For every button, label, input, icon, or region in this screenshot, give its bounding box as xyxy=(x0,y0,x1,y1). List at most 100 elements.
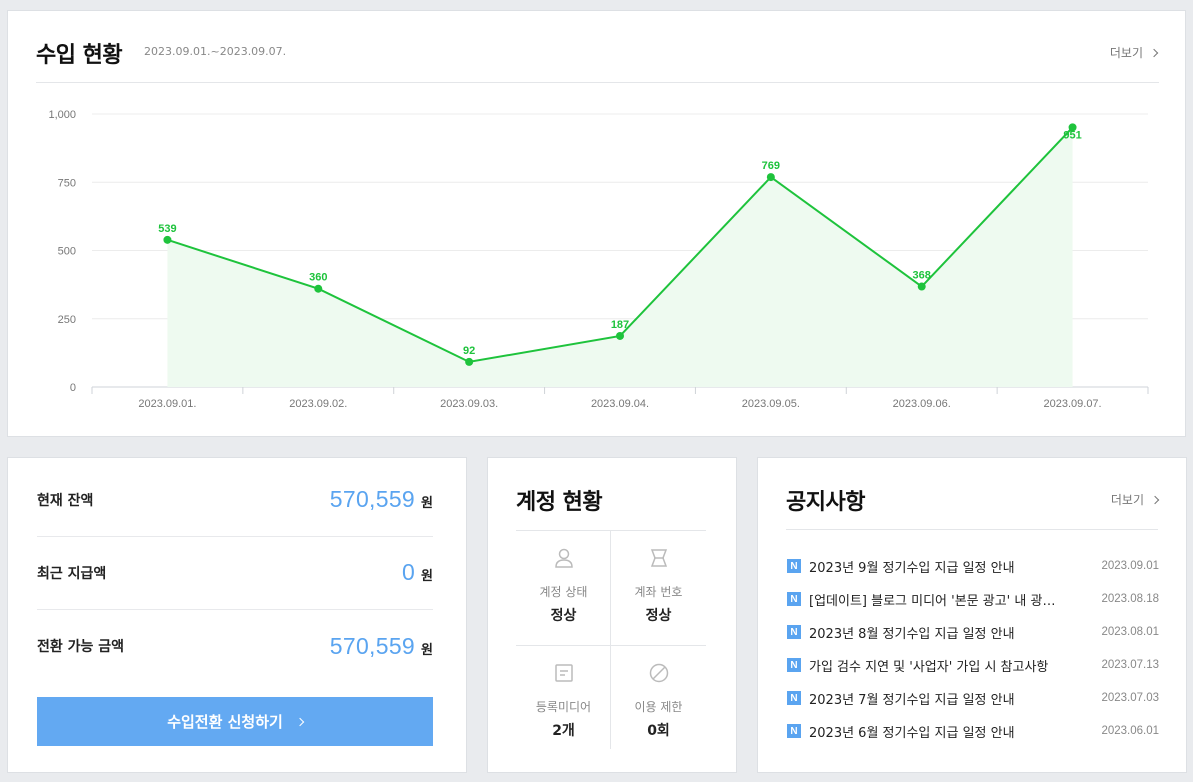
date-range: 2023.09.01.~2023.09.07. xyxy=(144,45,287,58)
more-label: 더보기 xyxy=(1110,493,1144,507)
usage-restriction-item: 이용 제한 0회 xyxy=(611,646,706,758)
y-tick-label: 500 xyxy=(58,246,76,258)
y-tick-label: 1,000 xyxy=(48,109,76,121)
x-tick-label: 2023.09.06. xyxy=(893,398,951,410)
new-badge-icon: N xyxy=(787,691,801,705)
data-label: 187 xyxy=(611,319,629,331)
data-label: 951 xyxy=(1063,129,1081,141)
notice-title: 2023년 8월 정기수입 지급 일정 안내 xyxy=(809,626,1015,642)
data-label: 368 xyxy=(913,270,931,282)
notice-date: 2023.09.01 xyxy=(1101,560,1159,572)
balance-label: 전환 가능 금액 xyxy=(37,639,125,655)
notices-title: 공지사항 xyxy=(786,490,865,515)
notice-title: [업데이트] 블로그 미디어 '본문 광고' 내 광고 게재 안내 xyxy=(809,593,1067,609)
account-card: 계정 현황 계정 상태 정상 계좌 번호 정상 등록미디어 2개 이용 제한 0… xyxy=(487,457,737,773)
chevron-right-icon xyxy=(1150,495,1160,504)
notice-item[interactable]: N 2023년 8월 정기수입 지급 일정 안내 2023.08.01 xyxy=(787,622,1159,642)
x-tick-label: 2023.09.03. xyxy=(440,398,498,410)
data-label: 769 xyxy=(762,160,780,172)
new-badge-icon: N xyxy=(787,724,801,738)
balance-value: 570,559 xyxy=(329,486,416,512)
revenue-title: 수입 현황 xyxy=(36,43,123,68)
x-tick-label: 2023.09.02. xyxy=(289,398,347,410)
x-tick-label: 2023.09.07. xyxy=(1044,398,1102,410)
notice-item[interactable]: N 가입 검수 지연 및 '사업자' 가입 시 참고사항 2023.07.13 xyxy=(787,655,1159,675)
balance-value: 570,559 xyxy=(329,632,416,659)
data-point xyxy=(766,173,775,182)
data-point xyxy=(1068,123,1077,132)
account-item-label: 계좌 번호 xyxy=(634,585,683,599)
revenue-more-link[interactable]: 더보기 xyxy=(1109,44,1159,61)
account-item-label: 이용 제한 xyxy=(634,700,683,714)
balance-row-convertible: 전환 가능 금액 570,559 원 xyxy=(37,609,433,683)
notice-title: 가입 검수 지연 및 '사업자' 가입 시 참고사항 xyxy=(809,659,1049,675)
grid-divider xyxy=(516,645,706,646)
notice-item[interactable]: N 2023년 6월 정기수입 지급 일정 안내 2023.06.01 xyxy=(787,721,1159,741)
notice-date: 2023.07.03 xyxy=(1101,692,1159,704)
new-badge-icon: N xyxy=(787,592,801,606)
account-item-label: 등록미디어 xyxy=(535,700,592,714)
account-item-label: 계정 상태 xyxy=(539,585,588,599)
notice-item[interactable]: N 2023년 7월 정기수입 지급 일정 안내 2023.07.03 xyxy=(787,688,1159,708)
convert-revenue-button[interactable]: 수입전환 신청하기 xyxy=(37,697,433,746)
header-divider xyxy=(36,82,1159,83)
notice-date: 2023.07.13 xyxy=(1101,659,1159,671)
account-status-grid: 계정 상태 정상 계좌 번호 정상 등록미디어 2개 이용 제한 0회 xyxy=(516,530,706,750)
prohibited-icon xyxy=(649,663,668,683)
registered-media-item: 등록미디어 2개 xyxy=(516,646,611,758)
account-item-value: 정상 xyxy=(550,608,577,624)
bank-account-icon xyxy=(650,549,667,567)
account-item-value: 정상 xyxy=(645,608,672,624)
data-point xyxy=(314,284,323,293)
x-tick-label: 2023.09.04. xyxy=(591,398,649,410)
notice-date: 2023.08.01 xyxy=(1101,626,1159,638)
notice-title: 2023년 9월 정기수입 지급 일정 안내 xyxy=(809,560,1015,576)
convert-button-label: 수입전환 신청하기 xyxy=(167,713,283,731)
user-icon xyxy=(554,548,573,568)
notice-item[interactable]: N [업데이트] 블로그 미디어 '본문 광고' 내 광고 게재 안내 2023… xyxy=(787,589,1159,609)
notice-title: 2023년 6월 정기수입 지급 일정 안내 xyxy=(809,725,1015,741)
header-divider xyxy=(786,529,1158,530)
y-tick-label: 0 xyxy=(70,382,76,394)
balance-label: 현재 잔액 xyxy=(37,492,94,509)
notice-item[interactable]: N 2023년 9월 정기수입 지급 일정 안내 2023.09.01 xyxy=(787,556,1159,576)
data-label: 92 xyxy=(463,345,475,357)
data-point xyxy=(465,357,474,366)
new-badge-icon: N xyxy=(787,559,801,573)
series-area xyxy=(167,127,1073,387)
notice-date: 2023.06.01 xyxy=(1101,725,1159,737)
data-point xyxy=(917,282,926,291)
balance-value: 0 xyxy=(401,559,416,585)
y-tick-label: 250 xyxy=(58,314,76,326)
balance-row-current: 현재 잔액 570,559 원 xyxy=(37,463,433,537)
notices-card: 공지사항 더보기 N 2023년 9월 정기수입 지급 일정 안내 2023.0… xyxy=(757,457,1187,773)
currency-unit: 원 xyxy=(421,569,433,584)
new-badge-icon: N xyxy=(787,625,801,639)
data-point xyxy=(163,235,172,244)
currency-unit: 원 xyxy=(421,496,433,511)
chevron-right-icon xyxy=(295,717,305,726)
more-label: 더보기 xyxy=(1109,46,1143,60)
account-item-value: 2개 xyxy=(552,723,575,739)
revenue-chart: 0 250 500 750 1,000 539 360 92 187 769 368 951 2023.… xyxy=(48,109,1149,410)
notice-title: 2023년 7월 정기수입 지급 일정 안내 xyxy=(809,692,1015,708)
notices-more-link[interactable]: 더보기 xyxy=(1110,491,1160,508)
new-badge-icon: N xyxy=(787,658,801,672)
account-item-value: 0회 xyxy=(647,723,670,739)
y-tick-label: 750 xyxy=(58,177,76,189)
notice-date: 2023.08.18 xyxy=(1101,593,1159,605)
account-status-item: 계정 상태 정상 xyxy=(516,531,611,643)
media-list-icon xyxy=(554,664,573,682)
grid-divider xyxy=(610,531,611,749)
data-label: 539 xyxy=(158,223,176,235)
x-tick-label: 2023.09.01. xyxy=(138,398,196,410)
data-point xyxy=(616,331,624,340)
x-tick-label: 2023.09.05. xyxy=(742,398,800,410)
data-label: 360 xyxy=(309,272,327,284)
account-number-item: 계좌 번호 정상 xyxy=(611,531,706,643)
balance-label: 최근 지급액 xyxy=(37,565,107,582)
currency-unit: 원 xyxy=(421,642,433,658)
revenue-card: 수입 현황 2023.09.01.~2023.09.07. 더보기 0 250 50… xyxy=(7,10,1186,437)
